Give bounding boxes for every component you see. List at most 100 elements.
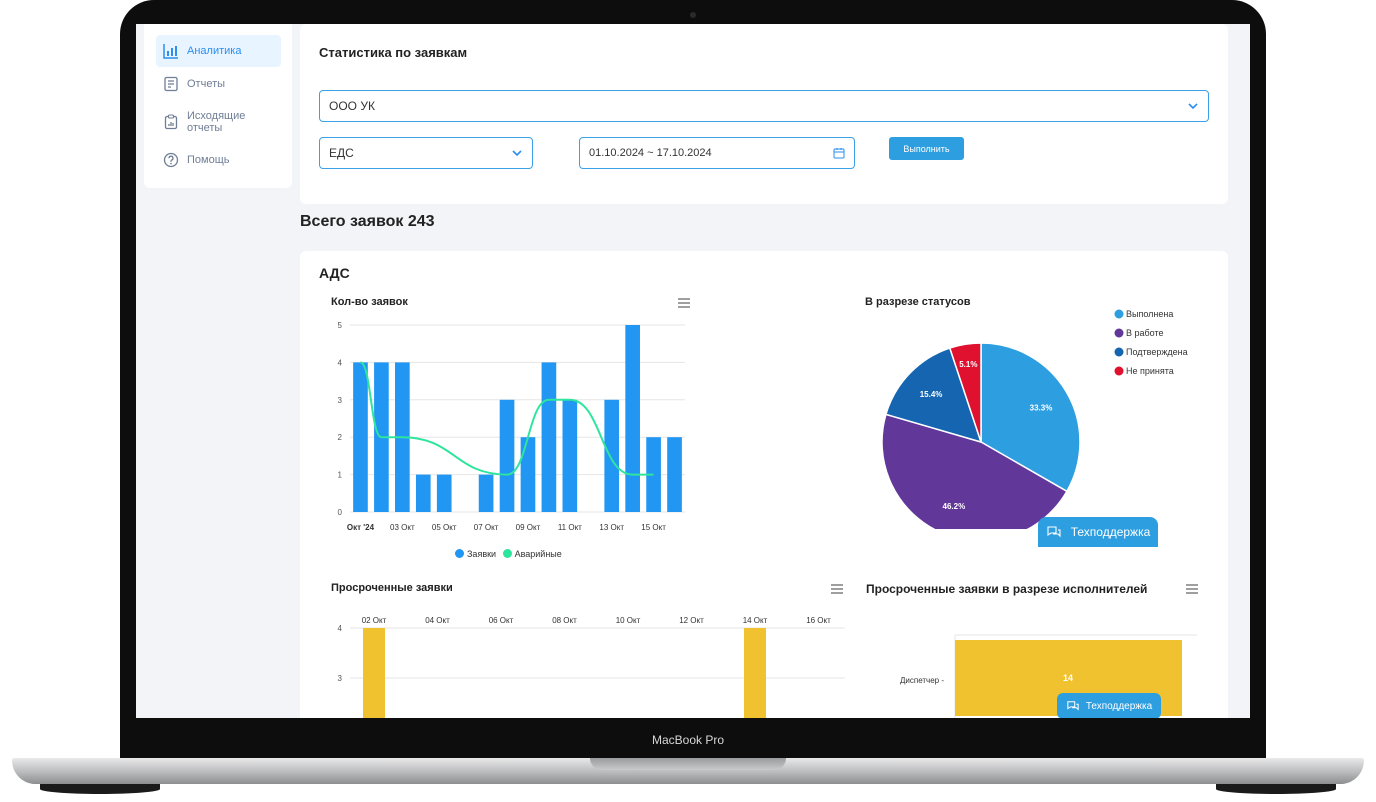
emergency-line[interactable]: [359, 361, 654, 476]
total-requests: Всего заявок 243: [300, 213, 435, 230]
legend-dot: [502, 549, 512, 558]
y-tick-label: 2: [338, 433, 343, 442]
filters-title: Статистика по заявкам: [319, 45, 468, 60]
sidebar-item-label: Помощь: [187, 154, 230, 166]
bar[interactable]: [667, 437, 682, 512]
chart-menu-icon[interactable]: [678, 298, 690, 308]
filters-panel: Статистика по заявкам ООО УК ЕДС 01.10.2…: [300, 24, 1228, 204]
x-tick-label: 14 Окт: [743, 616, 768, 625]
x-tick-label: 09 Окт: [516, 523, 541, 532]
sidebar-item-outgoing-reports[interactable]: Исходящие отчеты: [156, 106, 281, 138]
bar[interactable]: [353, 362, 368, 512]
bar[interactable]: [744, 628, 766, 718]
bar-value-label: 14: [1063, 673, 1073, 683]
chevron-down-icon: [512, 150, 522, 157]
legend-item-requests[interactable]: Заявки: [455, 549, 496, 559]
sidebar-item-label-line1: Исходящие: [187, 110, 246, 122]
sidebar-item-help[interactable]: Помощь: [156, 150, 281, 170]
bar[interactable]: [541, 362, 557, 512]
chart-title-overdue: Просроченные заявки: [331, 582, 453, 594]
chart-title-requests: Кол-во заявок: [331, 296, 408, 308]
bar[interactable]: [604, 399, 620, 512]
chart-menu-icon[interactable]: [831, 584, 843, 594]
bar[interactable]: [363, 628, 385, 718]
laptop-foot: [1216, 784, 1336, 794]
laptop-foot: [40, 784, 160, 794]
x-tick-label: 05 Окт: [432, 523, 457, 532]
legend-label[interactable]: Подтверждена: [1126, 347, 1188, 357]
org-select-value: ООО УК: [329, 99, 375, 113]
bar[interactable]: [625, 325, 640, 512]
bar[interactable]: [520, 437, 536, 512]
calendar-icon: [833, 148, 845, 159]
x-tick-label: 08 Окт: [552, 616, 577, 625]
x-tick-label: 13 Окт: [599, 523, 624, 532]
x-tick-label: 07 Окт: [474, 523, 499, 532]
y-tick-label: 3: [338, 396, 343, 405]
laptop-notch: [590, 758, 786, 770]
legend-label[interactable]: Не принята: [1126, 366, 1174, 376]
help-icon: [163, 152, 179, 168]
overdue-executors-chart: Диспетчер - 14: [900, 634, 1197, 718]
date-range-input[interactable]: 01.10.2024 ~ 17.10.2024: [579, 137, 855, 169]
bar[interactable]: [562, 399, 578, 512]
y-tick-label: 4: [338, 624, 343, 633]
x-tick-label: 11 Окт: [558, 523, 582, 532]
y-tick-label: 1: [338, 471, 343, 480]
submit-button[interactable]: Выполнить: [889, 137, 964, 160]
support-button-label: Техподдержка: [1070, 525, 1151, 539]
chevron-down-icon: [1188, 103, 1198, 110]
pie-slice-label: 33.3%: [1030, 403, 1053, 412]
org-select[interactable]: ООО УК: [319, 90, 1209, 122]
type-select[interactable]: ЕДС: [319, 137, 533, 169]
legend-item-emergency[interactable]: Аварийные: [502, 549, 562, 559]
legend-dot: [455, 549, 464, 558]
overdue-chart: 4 3 02 Окт 04 Окт 06 Окт 08 Окт 10 Окт 12 Окт 14…: [338, 616, 845, 718]
support-button-secondary[interactable]: Техподдержка: [1057, 693, 1161, 718]
pie-slice-label: 15.4%: [920, 390, 943, 399]
legend-label[interactable]: Выполнена: [1126, 309, 1173, 319]
sidebar-item-analytics[interactable]: Аналитика: [156, 35, 281, 67]
report-icon: [164, 76, 178, 92]
x-tick-label: 04 Окт: [425, 616, 450, 625]
support-button[interactable]: Техподдержка: [1038, 517, 1158, 547]
date-range-value: 01.10.2024 ~ 17.10.2024: [589, 147, 712, 159]
charts-panel: АДС Кол-во заявок 0 1 2 3 4 5 Окт '24 03 Окт 05 …: [300, 251, 1228, 718]
bar[interactable]: [478, 474, 494, 512]
chart-title-statuses: В разрезе статусов: [865, 296, 971, 308]
x-tick-label: 03 Окт: [390, 523, 415, 532]
pie-slice-label: 5.1%: [959, 360, 977, 369]
pie-slice-label: 46.2%: [943, 502, 966, 511]
y-category-label: Диспетчер -: [900, 676, 944, 685]
bar-chart-icon: [163, 44, 178, 59]
bar[interactable]: [436, 474, 452, 512]
legend-label: Аварийные: [514, 549, 562, 559]
chart-legend: Заявки Аварийные: [455, 549, 562, 559]
chat-icon: [1067, 701, 1079, 711]
sidebar-item-reports[interactable]: Отчеты: [156, 74, 281, 94]
bar[interactable]: [499, 399, 515, 512]
x-tick-label: 12 Окт: [679, 616, 704, 625]
legend-label[interactable]: В работе: [1126, 328, 1164, 338]
support-button-label: Техподдержка: [1085, 700, 1153, 712]
legend-dot: [1114, 309, 1124, 319]
x-tick-label: 06 Окт: [489, 616, 514, 625]
status-pie-chart: 33.3% 46.2% 15.4% 5.1% Выполнена В работе Подт…: [881, 309, 1188, 529]
camera: [690, 12, 696, 18]
legend-label: Заявки: [467, 549, 497, 559]
legend-dot: [1114, 347, 1124, 357]
legend-dot: [1114, 366, 1124, 376]
requests-chart: 0 1 2 3 4 5 Окт '24 03 Окт 05 Окт 07 Окт 09 Окт 11 …: [338, 321, 685, 532]
chart-title-overdue-executors: Просроченные заявки в разрезе исполнител…: [866, 582, 1148, 596]
section-title: АДС: [319, 265, 350, 281]
sidebar: Аналитика Отчеты Исходящие отчеты: [144, 24, 292, 188]
device-label: MacBook Pro: [651, 733, 725, 747]
chat-icon: [1047, 526, 1061, 538]
y-tick-label: 3: [338, 674, 343, 683]
y-tick-label: 4: [338, 358, 343, 367]
pie-slice[interactable]: [948, 342, 982, 443]
bar[interactable]: [415, 474, 431, 512]
chart-menu-icon[interactable]: [1186, 584, 1198, 594]
pie-slice[interactable]: [980, 342, 1081, 493]
x-tick-label: Окт '24: [347, 523, 375, 532]
